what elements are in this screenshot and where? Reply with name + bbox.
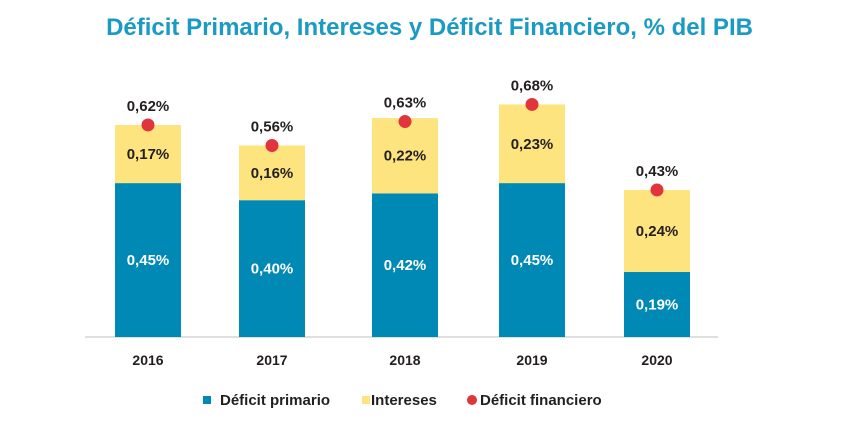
data-label-deficit-primario: 0,45% [511, 252, 554, 269]
legend-swatch-intereses [362, 396, 370, 404]
data-label-deficit-primario: 0,40% [251, 261, 294, 278]
legend-label-deficit-primario: Déficit primario [220, 392, 330, 409]
bar-intereses [239, 145, 305, 201]
data-label-deficit-financiero: 0,63% [384, 95, 427, 112]
data-label-intereses: 0,24% [636, 223, 679, 240]
bar-deficit-primario [115, 183, 181, 337]
data-label-deficit-primario: 0,45% [127, 252, 170, 269]
bar-deficit-primario [239, 200, 305, 337]
legend-swatch-deficit-primario [203, 396, 211, 404]
x-tick-label: 2017 [256, 352, 287, 368]
bar-intereses [624, 189, 690, 273]
data-label-deficit-financiero: 0,62% [127, 98, 170, 115]
data-label-deficit-primario: 0,19% [636, 297, 679, 314]
chart-title: Déficit Primario, Intereses y Déficit Fi… [106, 14, 753, 41]
bar-intereses [115, 124, 181, 184]
x-tick-label: 2019 [516, 352, 547, 368]
bar-intereses [499, 104, 565, 184]
bar-deficit-primario [624, 272, 690, 337]
data-label-deficit-primario: 0,42% [384, 257, 427, 274]
data-label-intereses: 0,23% [511, 136, 554, 153]
legend-label-intereses: Intereses [371, 392, 437, 409]
x-tick-label: 2020 [641, 352, 672, 368]
data-label-deficit-financiero: 0,43% [636, 163, 679, 180]
point-deficit-financiero [141, 118, 155, 132]
x-tick-label: 2016 [132, 352, 163, 368]
bar-deficit-primario [499, 183, 565, 337]
point-deficit-financiero [398, 115, 412, 129]
legend-label-deficit-financiero: Déficit financiero [480, 392, 602, 409]
data-label-intereses: 0,17% [127, 146, 170, 163]
point-deficit-financiero [650, 183, 664, 197]
bar-deficit-primario [372, 193, 438, 337]
x-tick-label: 2018 [389, 352, 420, 368]
data-label-intereses: 0,16% [251, 165, 294, 182]
point-deficit-financiero [525, 97, 539, 111]
data-label-deficit-financiero: 0,68% [511, 77, 554, 94]
legend-swatch-deficit-financiero [467, 395, 477, 405]
data-label-intereses: 0,22% [384, 148, 427, 165]
point-deficit-financiero [265, 138, 279, 152]
bar-intereses [372, 118, 438, 194]
data-label-deficit-financiero: 0,56% [251, 118, 294, 135]
